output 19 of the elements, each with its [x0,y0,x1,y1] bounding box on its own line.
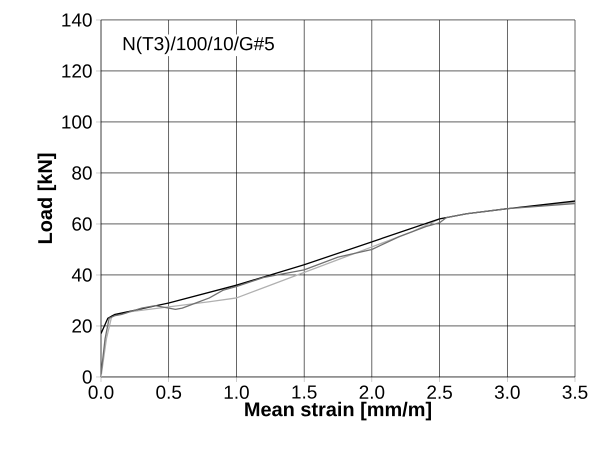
y-axis-title: Load [kN] [37,154,56,244]
x-tick-label: 0.0 [88,386,114,399]
x-tick-label: 3.0 [494,386,520,399]
y-tick-label: 80 [72,166,92,180]
x-tick-label: 2.5 [427,386,452,399]
x-tick-label: 0.5 [156,386,182,399]
y-tick-label: 140 [62,13,92,27]
x-tick-label: 2.0 [360,386,384,399]
x-tick-label: 3.5 [562,386,588,399]
x-axis-title: Mean strain [mm/m] [245,402,431,420]
y-tick-label: 120 [62,64,92,78]
annotation: N(T3)/100/10/G#5 [124,36,274,54]
y-tick-label: 20 [72,319,92,333]
y-tick-label: 60 [72,217,92,231]
y-tick-label: 40 [72,268,92,282]
y-tick-label: 0 [82,370,92,384]
x-tick-label: 1.5 [292,386,317,399]
x-tick-label: 1.0 [224,386,249,399]
y-tick-label: 100 [62,115,92,129]
